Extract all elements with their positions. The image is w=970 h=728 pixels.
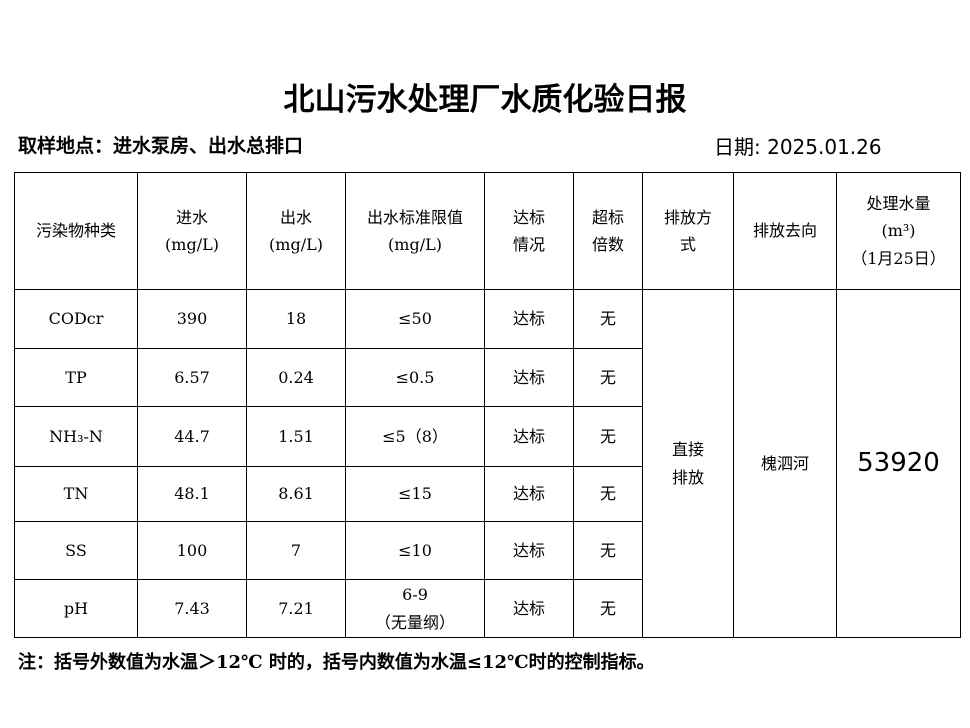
header-cell: 达标 情况 bbox=[484, 172, 574, 290]
cell: ≤15 bbox=[345, 466, 485, 522]
sampling-location: 取样地点：进水泵房、出水总排口 bbox=[18, 135, 304, 157]
cell: 390 bbox=[137, 289, 247, 349]
cell: pH bbox=[14, 579, 138, 638]
cell: 44.7 bbox=[137, 406, 247, 467]
header-cell: 超标 倍数 bbox=[573, 172, 643, 290]
cell: 1.51 bbox=[246, 406, 346, 467]
volume: 53920 bbox=[836, 289, 961, 638]
report-date: 日期: 2025.01.26 bbox=[714, 135, 882, 159]
cell: CODcr bbox=[14, 289, 138, 349]
cell: ≤5（8） bbox=[345, 406, 485, 467]
cell: 达标 bbox=[484, 466, 574, 522]
header-cell: 排放去向 bbox=[733, 172, 837, 290]
cell: 达标 bbox=[484, 289, 574, 349]
cell: ≤10 bbox=[345, 521, 485, 580]
cell: 无 bbox=[573, 579, 643, 638]
cell: 100 bbox=[137, 521, 247, 580]
header-cell: 出水 (mg/L) bbox=[246, 172, 346, 290]
cell: NH₃-N bbox=[14, 406, 138, 467]
cell: 无 bbox=[573, 406, 643, 467]
cell: 无 bbox=[573, 466, 643, 522]
cell: 无 bbox=[573, 289, 643, 349]
header-row: 污染物种类 进水 (mg/L) 出水 (mg/L) 出水标准限值 (mg/L) 达标 情… bbox=[14, 172, 961, 290]
data-row: TP 6.57 0.24 ≤0.5 达标无 bbox=[14, 348, 961, 407]
data-row: TN 48.1 8.61 ≤15 达标无 bbox=[14, 466, 961, 522]
cell: 8.61 bbox=[246, 466, 346, 522]
cell: 18 bbox=[246, 289, 346, 349]
cell: 达标 bbox=[484, 406, 574, 467]
cell: 达标 bbox=[484, 521, 574, 580]
data-row: SS 100 7 ≤10 达标无 bbox=[14, 521, 961, 580]
cell: SS bbox=[14, 521, 138, 580]
header-cell: 污染物种类 bbox=[14, 172, 138, 290]
cell: 无 bbox=[573, 348, 643, 407]
report-title: 北山污水处理厂水质化验日报 bbox=[283, 82, 687, 118]
cell: 7.43 bbox=[137, 579, 247, 638]
cell: TP bbox=[14, 348, 138, 407]
data-row: NH₃-N 44.7 1.51 ≤5（8） 达标无 bbox=[14, 406, 961, 467]
cell: 达标 bbox=[484, 348, 574, 407]
cell: ≤0.5 bbox=[345, 348, 485, 407]
discharge-method: 直接 排放 bbox=[642, 289, 734, 638]
cell: 6.57 bbox=[137, 348, 247, 407]
cell: 48.1 bbox=[137, 466, 247, 522]
cell: ≤50 bbox=[345, 289, 485, 349]
header-cell: 排放方 式 bbox=[642, 172, 734, 290]
cell: 6-9 （无量纲） bbox=[345, 579, 485, 638]
header-cell: 出水标准限值 (mg/L) bbox=[345, 172, 485, 290]
header-cell: 处理水量 (m³) （1月25日） bbox=[836, 172, 961, 290]
destination: 槐泗河 bbox=[733, 289, 837, 638]
cell: 0.24 bbox=[246, 348, 346, 407]
cell: 7.21 bbox=[246, 579, 346, 638]
cell: 达标 bbox=[484, 579, 574, 638]
footnote: 注：括号外数值为水温＞12℃ 时的，括号内数值为水温≤12℃时的控制指标。 bbox=[18, 652, 655, 673]
data-row: CODcr 390 18 ≤50 达标无直接 排放 槐泗河 53920 bbox=[14, 289, 961, 638]
cell: TN bbox=[14, 466, 138, 522]
header-cell: 进水 (mg/L) bbox=[137, 172, 247, 290]
data-row: pH 7.43 7.21 6-9 （无量纲） 达标无 bbox=[14, 579, 961, 638]
cell: 无 bbox=[573, 521, 643, 580]
quality-table: 污染物种类 进水 (mg/L) 出水 (mg/L) 出水标准限值 (mg/L) 达标 情… bbox=[14, 172, 961, 638]
cell: 7 bbox=[246, 521, 346, 580]
